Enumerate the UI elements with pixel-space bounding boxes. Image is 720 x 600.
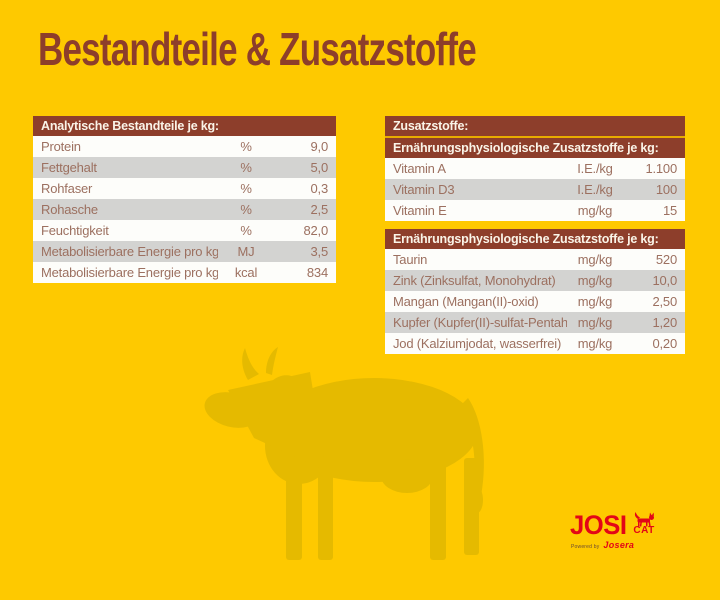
row-value: 3,5 <box>310 244 329 259</box>
row-value: 2,50 <box>652 294 677 309</box>
row-label: Vitamin D3 <box>393 182 455 197</box>
sub-brand-name: CAT <box>633 525 655 536</box>
row-value: 834 <box>306 265 328 280</box>
row-unit: mg/kg <box>577 203 613 218</box>
analytical-table: Analytische Bestandteile je kg: Protein … <box>33 116 336 283</box>
row-value: 2,5 <box>310 202 329 217</box>
row-label: Jod (Kalziumjodat, wasserfrei) <box>393 336 562 351</box>
row-label: Metabolisierbare Energie pro kg <box>41 244 218 259</box>
table-gap <box>385 221 685 229</box>
row-unit: kcal <box>234 265 258 280</box>
row-unit: mg/kg <box>577 273 613 288</box>
row-label: Kupfer (Kupfer(II)-sulfat-Pentahydrat) <box>393 315 567 330</box>
table-row: Metabolisierbare Energie pro kg MJ 3,5 <box>33 241 336 262</box>
row-value: 5,0 <box>310 160 329 175</box>
row-value: 100 <box>655 182 677 197</box>
row-label: Rohfaser <box>41 181 93 196</box>
row-unit: % <box>240 139 252 154</box>
table-row: Taurin mg/kg 520 <box>385 249 685 270</box>
row-value: 15 <box>662 203 677 218</box>
row-value: 1.100 <box>645 161 677 176</box>
additives-tables: Zusatzstoffe: Ernährungsphysiologische Z… <box>385 116 685 354</box>
row-value: 0,20 <box>652 336 677 351</box>
table-row: Fettgehalt % 5,0 <box>33 157 336 178</box>
powered-by-label: Powered by <box>571 544 600 550</box>
brand-logo: JOSI CAT <box>570 510 700 551</box>
table-row: Protein % 9,0 <box>33 136 336 157</box>
table-row: Metabolisierbare Energie pro kg kcal 834 <box>33 262 336 283</box>
vitamins-header: Ernährungsphysiologische Zusatzstoffe je… <box>385 138 685 158</box>
row-label: Vitamin A <box>393 161 446 176</box>
row-unit: mg/kg <box>577 336 613 351</box>
table-row: Rohasche % 2,5 <box>33 199 336 220</box>
powered-brand-name: Josera <box>603 540 635 550</box>
row-label: Zink (Zinksulfat, Monohydrat) <box>393 273 556 288</box>
page-title: Bestandteile & Zusatzstoffe <box>38 23 477 75</box>
row-unit: % <box>240 160 252 175</box>
row-label: Protein <box>41 139 81 154</box>
row-label: Fettgehalt <box>41 160 97 175</box>
table-row: Feuchtigkeit % 82,0 <box>33 220 336 241</box>
table-row: Rohfaser % 0,3 <box>33 178 336 199</box>
row-label: Rohasche <box>41 202 98 217</box>
table-row: Zink (Zinksulfat, Monohydrat) mg/kg 10,0 <box>385 270 685 291</box>
row-value: 520 <box>655 252 677 267</box>
table-row: Vitamin D3 I.E./kg 100 <box>385 179 685 200</box>
row-value: 1,20 <box>652 315 677 330</box>
row-value: 10,0 <box>652 273 677 288</box>
row-unit: I.E./kg <box>577 182 613 197</box>
row-label: Mangan (Mangan(II)-oxid) <box>393 294 539 309</box>
table-row: Vitamin A I.E./kg 1.100 <box>385 158 685 179</box>
row-unit: MJ <box>237 244 255 259</box>
row-unit: mg/kg <box>577 315 613 330</box>
row-unit: I.E./kg <box>577 161 613 176</box>
table-row: Kupfer (Kupfer(II)-sulfat-Pentahydrat) m… <box>385 312 685 333</box>
row-unit: % <box>240 181 252 196</box>
table-row: Vitamin E mg/kg 15 <box>385 200 685 221</box>
cow-silhouette-icon <box>204 347 484 560</box>
table-row: Mangan (Mangan(II)-oxid) mg/kg 2,50 <box>385 291 685 312</box>
row-unit: mg/kg <box>577 294 613 309</box>
row-unit: % <box>240 223 252 238</box>
row-label: Taurin <box>393 252 428 267</box>
analytical-table-header: Analytische Bestandteile je kg: <box>33 116 336 136</box>
brand-name: JOSI <box>570 510 627 540</box>
cat-silhouette-icon <box>634 512 654 527</box>
row-label: Metabolisierbare Energie pro kg <box>41 265 218 280</box>
header-separator <box>385 136 685 138</box>
row-label: Feuchtigkeit <box>41 223 109 238</box>
minerals-header: Ernährungsphysiologische Zusatzstoffe je… <box>385 229 685 249</box>
row-value: 0,3 <box>310 181 329 196</box>
row-label: Vitamin E <box>393 203 447 218</box>
row-value: 9,0 <box>310 139 329 154</box>
table-row: Jod (Kalziumjodat, wasserfrei) mg/kg 0,2… <box>385 333 685 354</box>
row-unit: mg/kg <box>577 252 613 267</box>
row-unit: % <box>240 202 252 217</box>
row-value: 82,0 <box>303 223 328 238</box>
additives-header: Zusatzstoffe: <box>385 116 685 136</box>
